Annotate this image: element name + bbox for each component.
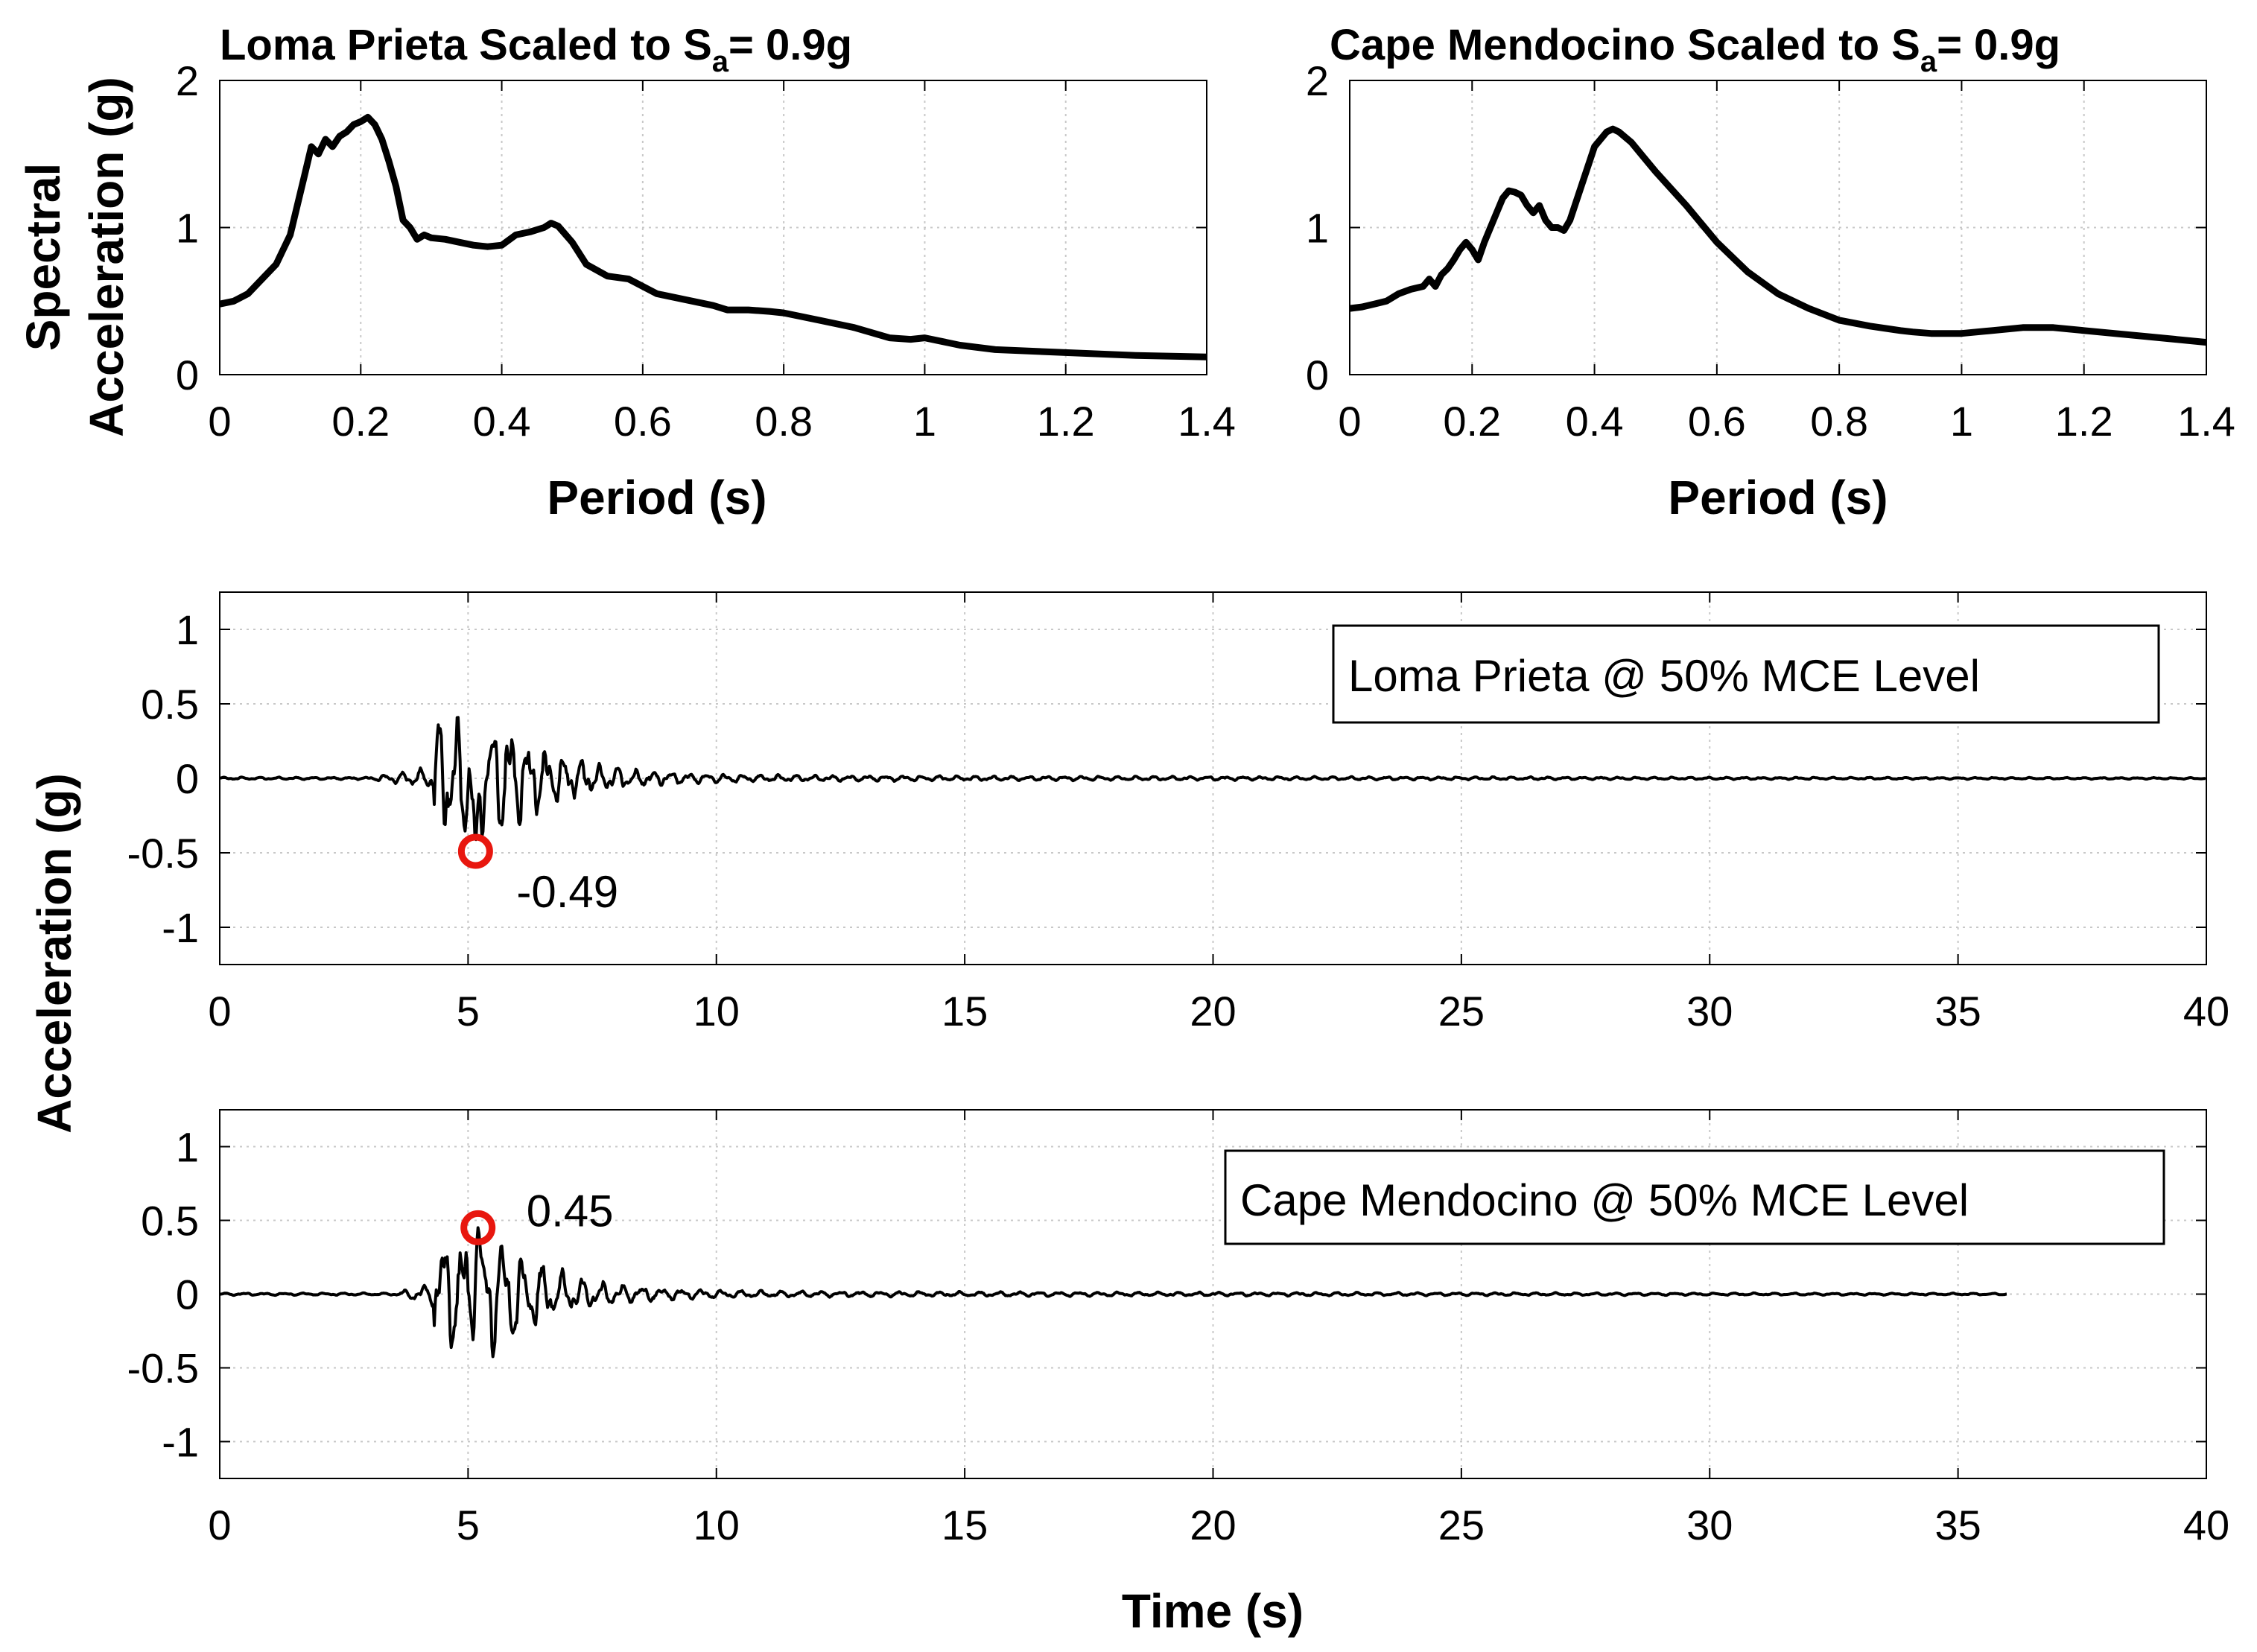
cm-spectrum-xtick-label: 1.2	[2055, 398, 2113, 445]
lp-time-ytick-label: 0	[176, 755, 199, 802]
lp-spectrum-series	[219, 113, 1207, 360]
lp-peak-marker	[457, 833, 493, 869]
cm-peak-value-label: 0.45	[527, 1186, 614, 1236]
lp-time-ytick-label: -0.5	[127, 830, 200, 877]
cm-time-ytick-label: 0.5	[141, 1198, 199, 1245]
lp-spectrum-xtick-label: 1.2	[1037, 398, 1095, 445]
cm-time-ytick-label: -1	[162, 1419, 199, 1466]
cm-time-xtick-label: 15	[942, 1502, 988, 1548]
lp-time-xtick-label: 0	[208, 988, 231, 1035]
lp-time-panel: 0 5 10 15 20 25 30 35 40 1 0.5 0 -0.5 -1 Loma Prieta …	[127, 591, 2229, 1035]
cm-time-panel: 0 5 10 15 20 25 30 35 40 1 0.5 0 -0.5 -1 Cape Mendoci…	[127, 1109, 2229, 1638]
cm-peak-marker	[460, 1210, 496, 1245]
cm-time-ticks: 0 5 10 15 20 25 30 35 40 1 0.5 0 -0.5 -1	[127, 1110, 2229, 1548]
cm-spectrum-ytick-label: 0	[1306, 352, 1329, 398]
cm-time-xtick-label: 5	[457, 1502, 480, 1548]
cm-time-xlabel: Time (s)	[1122, 1584, 1304, 1638]
cm-spectrum-title: Cape Mendocino Scaled to Sa= 0.9g	[1330, 21, 2060, 78]
lp-time-xtick-label: 5	[457, 988, 480, 1035]
lp-peak-value-label: -0.49	[516, 867, 618, 917]
cm-spectrum-xtick-label: 1.4	[2177, 398, 2235, 445]
cm-spectrum-series	[1349, 125, 2207, 346]
lp-spectrum-xtick-label: 0.6	[614, 398, 672, 445]
lp-time-ytick-label: -1	[162, 904, 199, 951]
cm-spectrum-panel: Cape Mendocino Scaled to Sa= 0.9g 0 0.2 0.…	[1306, 21, 2235, 524]
cm-time-ytick-label: 0	[176, 1271, 199, 1318]
cm-spectrum-xtick-label: 1	[1950, 398, 1973, 445]
lp-spectrum-ytick-label: 2	[176, 57, 199, 104]
cm-time-ytick-label: -0.5	[127, 1345, 200, 1392]
cm-time-xtick-label: 35	[1934, 1502, 1981, 1548]
lp-spectrum-ytick-label: 1	[176, 205, 199, 252]
lp-spectrum-xtick-label: 0.4	[473, 398, 531, 445]
lp-spectrum-xtick-label: 0	[208, 398, 231, 445]
lp-spectrum-title: Loma Prieta Scaled to Sa= 0.9g	[220, 21, 852, 78]
cm-spectrum-xtick-label: 0	[1338, 398, 1361, 445]
cm-spectrum-ytick-label: 1	[1306, 205, 1329, 252]
cm-spectrum-ytick-label: 2	[1306, 57, 1329, 104]
cm-time-xtick-label: 0	[208, 1502, 231, 1548]
lp-spectrum-xlabel: Period (s)	[547, 471, 766, 524]
acceleration-ylabel: Acceleration (g)	[28, 773, 81, 1134]
lp-time-legend: Loma Prieta @ 50% MCE Level	[1332, 624, 2160, 724]
cm-time-legend: Cape Mendocino @ 50% MCE Level	[1224, 1149, 2165, 1245]
lp-time-legend-label: Loma Prieta @ 50% MCE Level	[1348, 651, 1980, 701]
cm-time-xtick-label: 10	[693, 1502, 740, 1548]
lp-time-ytick-label: 0.5	[141, 681, 199, 728]
lp-time-xtick-label: 25	[1438, 988, 1485, 1035]
spectral-ylabel-line1: Spectral	[16, 163, 70, 352]
cm-spectrum-ticks: 0 0.2 0.4 0.6 0.8 1 1.2 1.4 0 1 2	[1306, 57, 2235, 445]
cm-spectrum-xtick-label: 0.8	[1810, 398, 1868, 445]
lp-spectrum-xtick-label: 0.2	[331, 398, 390, 445]
lp-spectrum-xtick-label: 1.4	[1178, 398, 1236, 445]
lp-time-xtick-label: 10	[693, 988, 740, 1035]
lp-time-ticks: 0 5 10 15 20 25 30 35 40 1 0.5 0 -0.5 -1	[127, 592, 2229, 1035]
cm-time-series	[219, 1226, 2007, 1359]
cm-time-ytick-label: 1	[176, 1124, 199, 1171]
cm-time-xtick-label: 40	[2183, 1502, 2229, 1548]
lp-time-xtick-label: 35	[1934, 988, 1981, 1035]
cm-time-xtick-label: 25	[1438, 1502, 1485, 1548]
cm-spectrum-xtick-label: 0.6	[1688, 398, 1746, 445]
lp-time-xtick-label: 40	[2183, 988, 2229, 1035]
lp-spectrum-ytick-label: 0	[176, 352, 199, 398]
cm-time-legend-label: Cape Mendocino @ 50% MCE Level	[1240, 1175, 1969, 1225]
lp-spectrum-xtick-label: 0.8	[755, 398, 813, 445]
cm-time-xtick-label: 30	[1686, 1502, 1733, 1548]
lp-spectrum-xtick-label: 1	[913, 398, 936, 445]
spectral-ylabel-line2: Acceleration (g)	[80, 77, 133, 437]
lp-time-series	[219, 716, 2206, 842]
lp-time-ytick-label: 1	[176, 606, 199, 653]
lp-time-xtick-label: 30	[1686, 988, 1733, 1035]
lp-time-xtick-label: 15	[942, 988, 988, 1035]
cm-spectrum-xtick-label: 0.4	[1566, 398, 1624, 445]
lp-time-xtick-label: 20	[1190, 988, 1236, 1035]
cm-spectrum-xlabel: Period (s)	[1668, 471, 1888, 524]
lp-spectrum-grid	[219, 80, 1207, 375]
lp-spectrum-ticks: 0 0.2 0.4 0.6 0.8 1 1.2 1.4 0 1 2	[176, 57, 1236, 445]
cm-time-xtick-label: 20	[1190, 1502, 1236, 1548]
lp-spectrum-panel: Loma Prieta Scaled to Sa= 0.9g 0 0.2 0.4 0.…	[16, 21, 1236, 524]
cm-spectrum-xtick-label: 0.2	[1443, 398, 1501, 445]
